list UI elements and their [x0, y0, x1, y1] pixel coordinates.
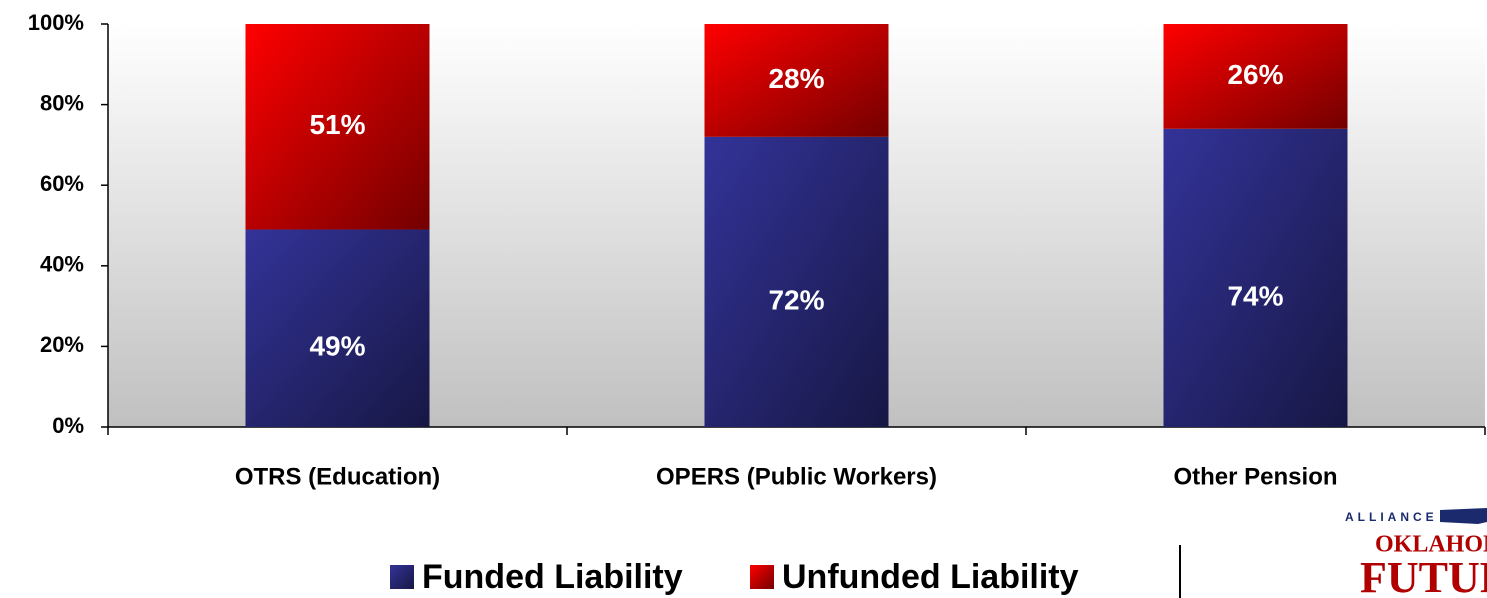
logo-shape: [1440, 508, 1487, 524]
y-tick-label: 80%: [40, 90, 84, 115]
bar-segment: [704, 136, 889, 427]
x-tick-label: OPERS (Public Workers): [656, 463, 937, 490]
data-label: 51%: [309, 109, 365, 140]
data-label: 49%: [309, 331, 365, 362]
bar-segment: [245, 24, 430, 230]
legend-swatch: [390, 565, 414, 589]
legend-label: Funded Liability: [422, 558, 683, 596]
y-tick-label: 40%: [40, 252, 84, 277]
bar-segment: [1163, 128, 1348, 427]
data-label: 28%: [768, 63, 824, 94]
legend-swatch: [750, 565, 774, 589]
y-tick-label: 20%: [40, 332, 84, 357]
y-tick-label: 60%: [40, 171, 84, 196]
y-tick-label: 0%: [52, 413, 84, 438]
y-tick-label: 100%: [28, 10, 84, 35]
legend-label: Unfunded Liability: [782, 558, 1079, 596]
data-label: 74%: [1227, 280, 1283, 311]
bar-segment: [1163, 24, 1348, 129]
data-label: 26%: [1227, 59, 1283, 90]
bar-segment: [245, 229, 430, 427]
logo-text: FUTURE: [1360, 553, 1487, 598]
bar-segment: [704, 24, 889, 137]
logo-text: OKLAHOMA'S: [1375, 532, 1487, 558]
x-tick-label: OTRS (Education): [235, 463, 440, 490]
data-label: 72%: [768, 284, 824, 315]
x-tick-label: Other Pension: [1173, 463, 1337, 490]
